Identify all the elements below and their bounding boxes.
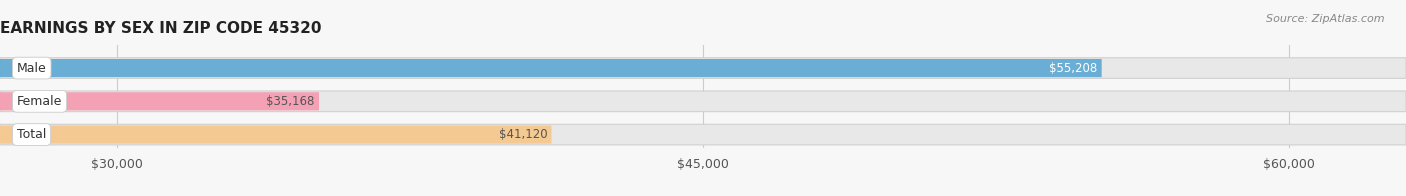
Text: $41,120: $41,120 [499, 128, 547, 141]
Text: EARNINGS BY SEX IN ZIP CODE 45320: EARNINGS BY SEX IN ZIP CODE 45320 [0, 21, 322, 36]
Text: Male: Male [17, 62, 46, 74]
FancyBboxPatch shape [0, 124, 1406, 145]
FancyBboxPatch shape [0, 91, 1406, 112]
FancyBboxPatch shape [0, 125, 551, 144]
Text: Female: Female [17, 95, 62, 108]
Text: $55,208: $55,208 [1049, 62, 1098, 74]
Text: Total: Total [17, 128, 46, 141]
Text: Source: ZipAtlas.com: Source: ZipAtlas.com [1267, 14, 1385, 24]
FancyBboxPatch shape [0, 59, 1102, 77]
FancyBboxPatch shape [0, 58, 1406, 78]
FancyBboxPatch shape [0, 92, 319, 110]
Text: $35,168: $35,168 [266, 95, 315, 108]
